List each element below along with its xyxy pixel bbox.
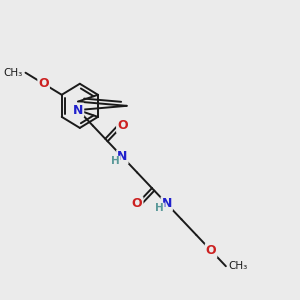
Text: H: H (155, 203, 164, 213)
Text: H: H (111, 156, 120, 166)
Text: N: N (161, 197, 172, 210)
Text: O: O (38, 77, 49, 90)
Text: O: O (206, 244, 216, 257)
Text: O: O (132, 197, 142, 210)
Text: CH₃: CH₃ (229, 261, 248, 271)
Text: O: O (117, 119, 128, 132)
Text: N: N (73, 103, 83, 117)
Text: N: N (117, 150, 128, 164)
Text: CH₃: CH₃ (4, 68, 23, 78)
